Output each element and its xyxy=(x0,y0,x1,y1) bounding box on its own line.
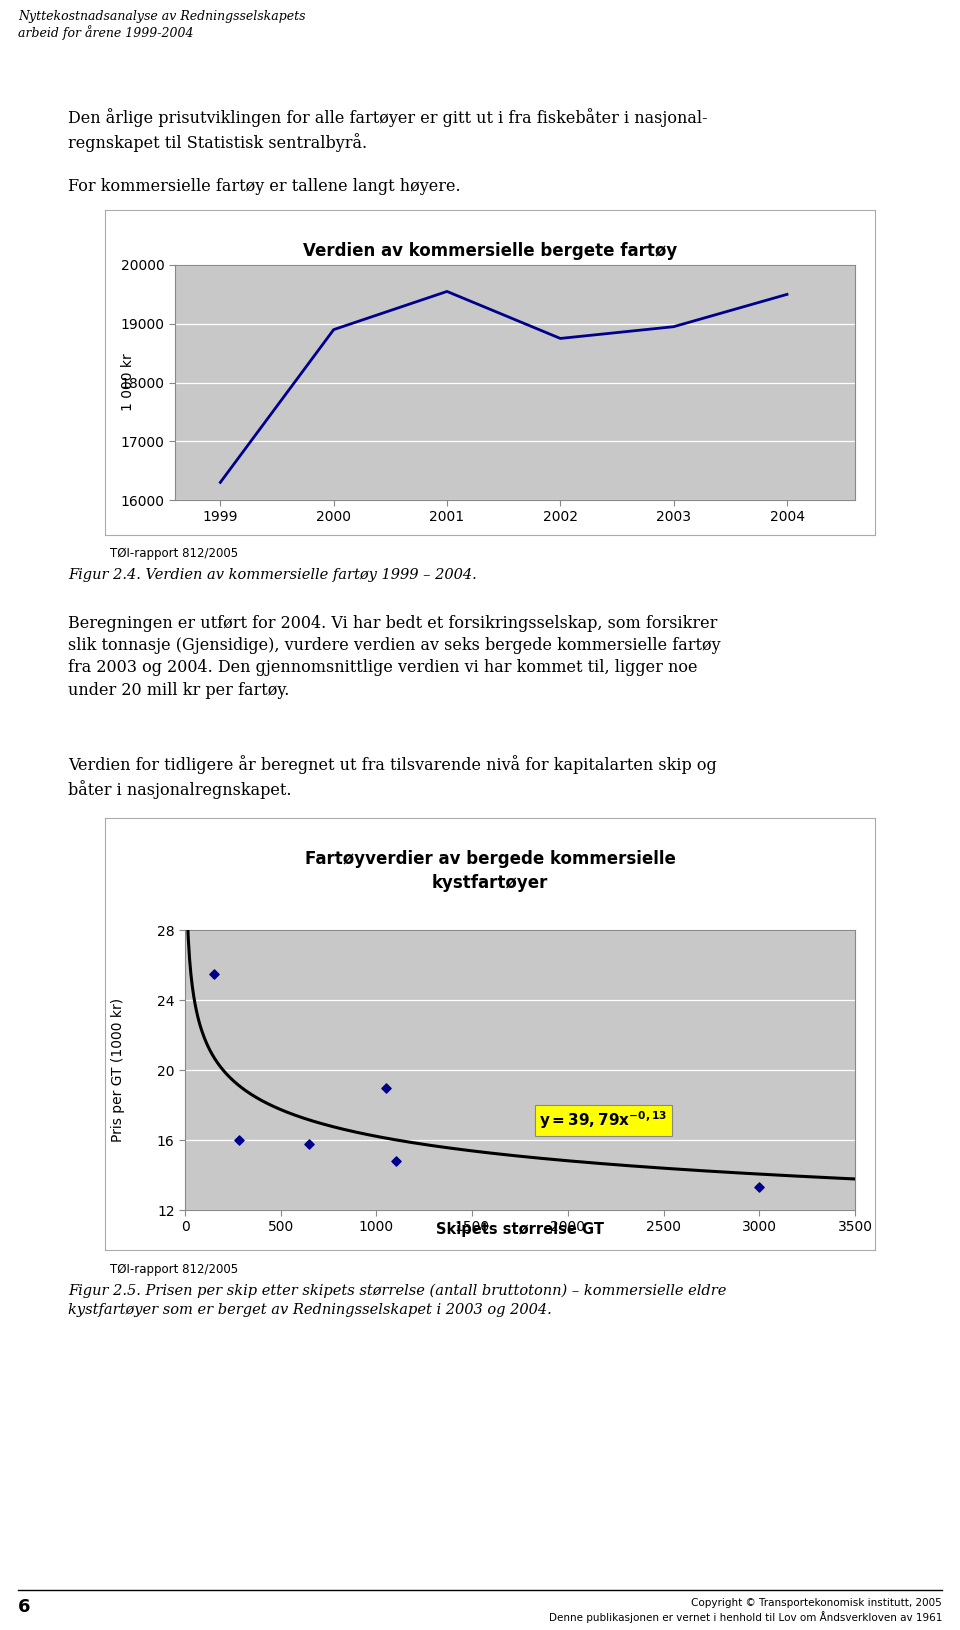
Text: 1 000 kr: 1 000 kr xyxy=(121,354,135,411)
Text: For kommersielle fartøy er tallene langt høyere.: For kommersielle fartøy er tallene langt… xyxy=(68,178,461,196)
Text: $\mathbf{y = 39,79x^{-0,13}}$: $\mathbf{y = 39,79x^{-0,13}}$ xyxy=(540,1110,667,1131)
Point xyxy=(752,1174,767,1200)
Text: Beregningen er utført for 2004. Vi har bedt et forsikringsselskap, som forsikrer: Beregningen er utført for 2004. Vi har b… xyxy=(68,615,721,699)
Text: Verdien av kommersielle bergete fartøy: Verdien av kommersielle bergete fartøy xyxy=(302,241,677,261)
Point xyxy=(301,1131,317,1157)
Point xyxy=(388,1148,403,1174)
Text: Skipets størrelse GT: Skipets størrelse GT xyxy=(436,1222,604,1237)
Point xyxy=(231,1126,247,1152)
Text: Verdien for tidligere år beregnet ut fra tilsvarende nivå for kapitalarten skip : Verdien for tidligere år beregnet ut fra… xyxy=(68,755,717,799)
Text: TØI-rapport 812/2005: TØI-rapport 812/2005 xyxy=(110,548,238,561)
Text: Figur 2.5. Prisen per skip etter skipets størrelse (antall bruttotonn) – kommers: Figur 2.5. Prisen per skip etter skipets… xyxy=(68,1284,727,1317)
Text: Den årlige prisutviklingen for alle fartøyer er gitt ut i fra fiskebåter i nasjo: Den årlige prisutviklingen for alle fart… xyxy=(68,108,708,152)
Text: Copyright © Transportekonomisk institutt, 2005
Denne publikasjonen er vernet i h: Copyright © Transportekonomisk institutt… xyxy=(548,1597,942,1623)
Text: Pris per GT (1000 kr): Pris per GT (1000 kr) xyxy=(111,998,125,1143)
Text: Figur 2.4. Verdien av kommersielle fartøy 1999 – 2004.: Figur 2.4. Verdien av kommersielle fartø… xyxy=(68,567,477,582)
Text: 6: 6 xyxy=(18,1597,31,1615)
Point xyxy=(206,960,222,986)
Text: TØI-rapport 812/2005: TØI-rapport 812/2005 xyxy=(110,1263,238,1276)
Text: Fartøyverdier av bergede kommersielle
kystfartøyer: Fartøyverdier av bergede kommersielle ky… xyxy=(304,849,676,892)
Point xyxy=(378,1074,394,1100)
Text: Nyttekostnadsanalyse av Redningsselskapets
arbeid for årene 1999-2004: Nyttekostnadsanalyse av Redningsselskape… xyxy=(18,10,305,41)
